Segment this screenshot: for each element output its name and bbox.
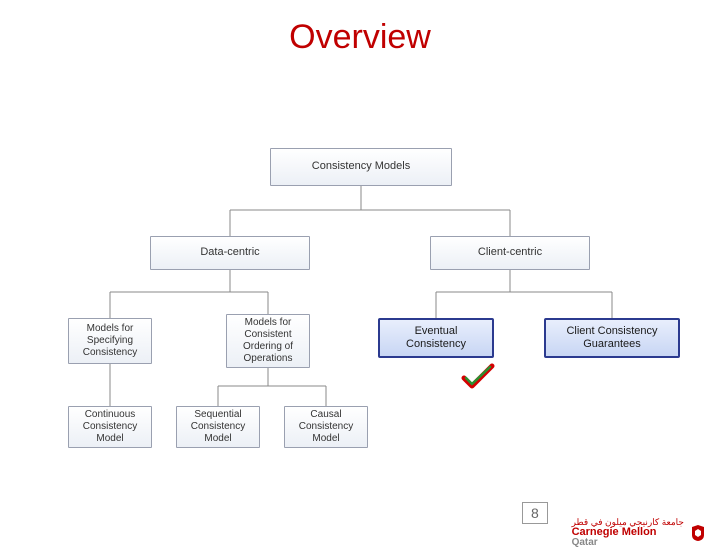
- node-client-centric: Client-centric: [430, 236, 590, 270]
- node-root: Consistency Models: [270, 148, 452, 186]
- org-chart: Consistency Models Data-centric Client-c…: [0, 18, 720, 558]
- node-causal: Causal Consistency Model: [284, 406, 368, 448]
- node-sequential: Sequential Consistency Model: [176, 406, 260, 448]
- cmu-qatar-logo: جامعة كارنيجي ميلون في قطر Carnegie Mell…: [572, 518, 708, 548]
- node-models-order: Models for Consistent Ordering of Operat…: [226, 314, 310, 368]
- node-eventual: Eventual Consistency: [378, 318, 494, 358]
- page-number: 8: [522, 502, 548, 524]
- checkmark-icon: [460, 362, 496, 392]
- node-client-guarantees: Client Consistency Guarantees: [544, 318, 680, 358]
- node-continuous: Continuous Consistency Model: [68, 406, 152, 448]
- logo-mark-icon: [688, 523, 708, 543]
- node-data-centric: Data-centric: [150, 236, 310, 270]
- connector-lines: [0, 18, 720, 558]
- node-models-spec: Models for Specifying Consistency: [68, 318, 152, 364]
